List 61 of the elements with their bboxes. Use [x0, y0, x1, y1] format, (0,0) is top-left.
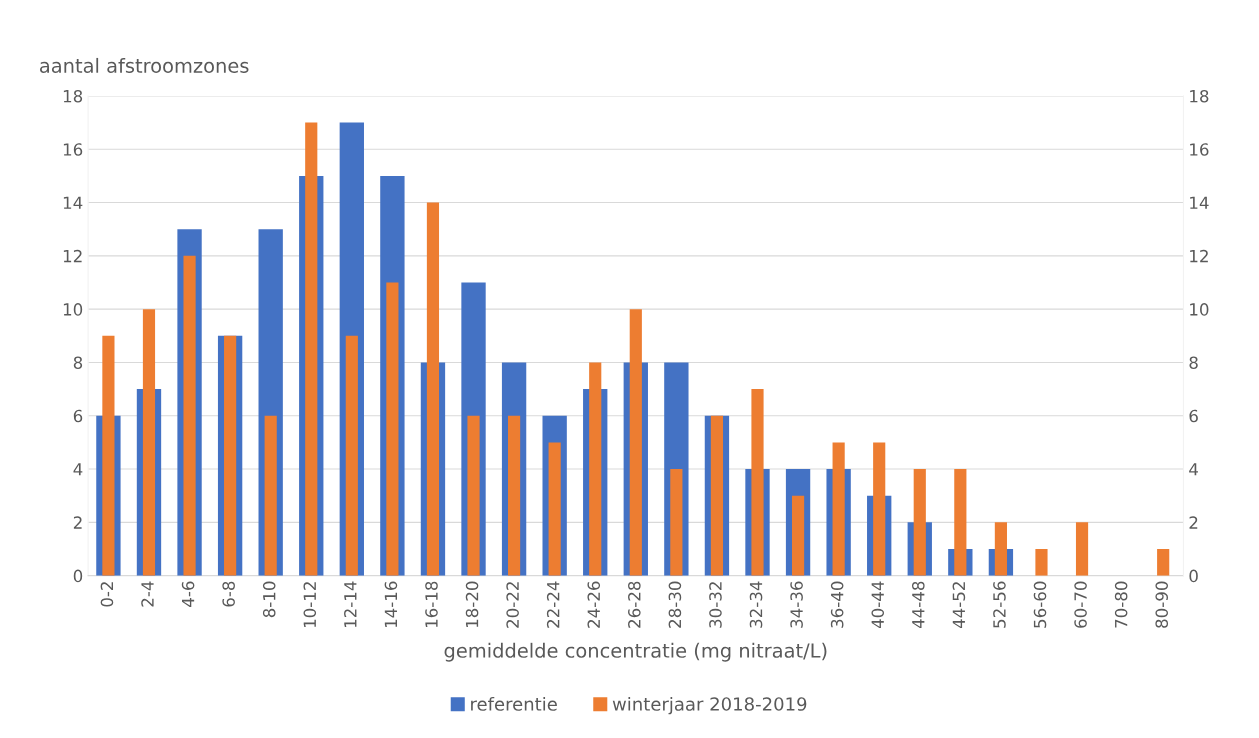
y2-tick-label: 10: [1190, 303, 1209, 316]
bar: [467, 415, 480, 576]
bar: [386, 282, 399, 576]
y-axis-title: aantal afstroomzones: [40, 57, 249, 73]
legend-label: winterjaar 2018-2019: [612, 696, 807, 715]
y2-tick-label: 4: [1189, 463, 1198, 476]
x-tick-label: 32-34: [749, 581, 763, 628]
x-tick-label: 44-48: [912, 581, 925, 629]
x-tick-label: 2-4: [141, 581, 154, 607]
x-tick-label: 34-36: [790, 581, 803, 628]
x-tick-label: 4-6: [181, 581, 195, 607]
x-tick-label: 26-28: [628, 581, 641, 628]
x-tick-label: 40-44: [871, 581, 885, 629]
x-tick-label: 60-70: [1074, 581, 1087, 628]
bar: [1157, 548, 1170, 576]
y2-tick-label: 2: [1189, 516, 1198, 529]
bar: [345, 335, 358, 576]
y2-tick-label: 14: [1190, 196, 1209, 209]
y2-tick-label: 16: [1190, 143, 1209, 156]
y-tick-label: 10: [63, 303, 83, 316]
y-tick-label: 16: [63, 143, 83, 156]
x-tick-label: 0-2: [100, 582, 114, 607]
x-tick-label: 56-60: [1033, 581, 1047, 628]
y2-tick-label: 6: [1189, 409, 1198, 423]
bar: [508, 415, 521, 576]
x-tick-label: 44-52: [952, 582, 966, 629]
y-tick-label: 0: [73, 569, 83, 583]
y-tick-label: 18: [63, 89, 83, 103]
bar: [791, 495, 805, 576]
x-tick-label: 12-14: [344, 581, 357, 628]
bar: [1035, 548, 1048, 576]
x-tick-label: 30-32: [709, 582, 722, 628]
x-tick-label: 6-8: [222, 581, 235, 607]
bar: [670, 469, 683, 576]
x-tick-label: 80-90: [1155, 581, 1169, 628]
bar: [264, 415, 277, 576]
x-tick-label: 36-40: [830, 581, 844, 628]
y2-tick-label: 12: [1190, 249, 1208, 263]
x-tick-label: 70-80: [1114, 581, 1128, 628]
x-tick-label: 24-26: [587, 581, 601, 628]
y2-tick-label: 18: [1190, 89, 1209, 103]
x-tick-label: 28-30: [668, 581, 682, 628]
y-tick-label: 6: [73, 409, 83, 423]
bar: [1075, 522, 1089, 576]
y-tick-label: 12: [63, 249, 82, 263]
x-tick-label: 52-56: [993, 581, 1006, 628]
x-tick-label: 8-10: [262, 581, 276, 618]
x-tick-label: 22-24: [546, 581, 560, 628]
y2-tick-label: 0: [1189, 569, 1198, 583]
y-tick-label: 8: [73, 356, 83, 370]
y2-tick-label: 8: [1189, 356, 1198, 370]
y-tick-label: 4: [73, 463, 83, 476]
x-tick-label: 18-20: [465, 581, 479, 628]
x-tick-label: 16-18: [425, 581, 438, 628]
x-tick-label: 20-22: [506, 582, 519, 628]
y-tick-label: 14: [63, 196, 83, 209]
x-tick-label: 14-16: [384, 581, 398, 628]
x-tick-label: 10-12: [303, 582, 317, 628]
y-tick-label: 2: [73, 516, 82, 529]
legend-label: referentie: [471, 696, 557, 711]
x-axis-title: gemiddelde concentratie (mg nitraat/L): [444, 642, 827, 662]
